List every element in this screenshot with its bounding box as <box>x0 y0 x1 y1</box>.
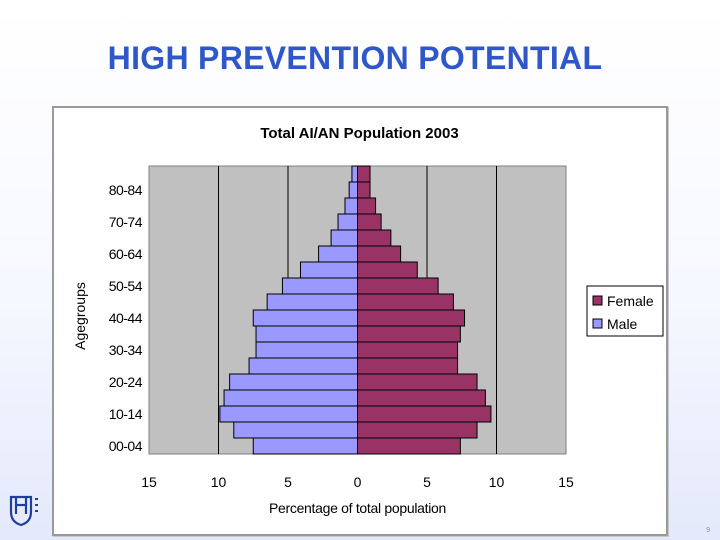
bar-female-50-54 <box>357 277 439 295</box>
y-tick-label-40-44: 40-44 <box>109 310 143 326</box>
bar-male-00-04 <box>252 437 358 455</box>
legend-swatch-male <box>592 318 603 329</box>
y-tick-label-00-04: 00-04 <box>109 438 143 454</box>
slide-title: HIGH PREVENTION POTENTIAL <box>107 40 603 76</box>
bar-female-15-19 <box>357 389 486 407</box>
y-tick-label-10-14: 10-14 <box>109 406 143 422</box>
bar-male-60-64 <box>318 245 358 263</box>
x-tick-label-2: 5 <box>284 474 292 490</box>
bar-female-60-64 <box>357 245 402 263</box>
bar-female-35-39 <box>357 325 461 343</box>
y-tick-label-80-84: 80-84 <box>109 182 143 198</box>
bar-female-70-74 <box>357 213 382 231</box>
bar-male-05-09 <box>233 421 358 439</box>
bar-female-80-84 <box>357 181 371 199</box>
page-number: 9 <box>706 527 710 534</box>
bar-male-85+ <box>351 165 359 183</box>
y-axis-label: Agegroups <box>72 282 88 350</box>
x-tick-label-5: 10 <box>489 474 505 490</box>
x-tick-label-0: 15 <box>141 474 157 490</box>
bar-female-40-44 <box>357 309 466 327</box>
bar-male-15-19 <box>223 389 358 407</box>
y-tick-label-50-54: 50-54 <box>109 278 143 294</box>
legend-label-female: Female <box>607 293 654 309</box>
bar-male-25-29 <box>248 357 358 375</box>
x-tick-label-1: 10 <box>211 474 227 490</box>
bar-female-05-09 <box>357 421 478 439</box>
bar-male-65-69 <box>330 229 358 247</box>
x-tick-label-6: 15 <box>558 474 574 490</box>
bar-female-25-29 <box>357 357 459 375</box>
bar-male-20-24 <box>229 373 358 391</box>
bar-male-50-54 <box>281 277 358 295</box>
bar-female-10-14 <box>357 405 492 423</box>
bar-female-85+ <box>357 165 371 183</box>
bar-male-45-49 <box>266 293 358 311</box>
bar-female-65-69 <box>357 229 392 247</box>
bar-female-30-34 <box>357 341 459 359</box>
legend-swatch-female <box>592 295 603 306</box>
bar-male-70-74 <box>337 213 359 231</box>
x-axis-label: Percentage of total population <box>269 500 446 516</box>
bar-male-40-44 <box>252 309 358 327</box>
bar-female-00-04 <box>357 437 461 455</box>
bar-male-55-59 <box>300 261 358 279</box>
bar-male-30-34 <box>255 341 358 359</box>
y-tick-label-70-74: 70-74 <box>109 214 143 230</box>
population-pyramid-chart: Total AI/AN Population 2003 00-04 10-14 20-… <box>72 125 664 516</box>
bar-male-10-14 <box>219 405 358 423</box>
bar-female-75-79 <box>357 197 377 215</box>
bar-male-80-84 <box>348 181 359 199</box>
y-tick-label-60-64: 60-64 <box>109 246 143 262</box>
bar-female-55-59 <box>357 261 418 279</box>
x-tick-label-4: 5 <box>423 474 431 490</box>
bar-female-20-24 <box>357 373 478 391</box>
chart-frame: Total AI/AN Population 2003 00-04 10-14 20-… <box>52 106 668 536</box>
y-tick-label-20-24: 20-24 <box>109 374 143 390</box>
bar-female-45-49 <box>357 293 454 311</box>
chart-title: Total AI/AN Population 2003 <box>260 125 458 142</box>
y-tick-label-30-34: 30-34 <box>109 342 143 358</box>
university-shield-logo-icon <box>9 495 38 527</box>
x-tick-label-3: 0 <box>354 474 362 490</box>
bar-male-35-39 <box>255 325 358 343</box>
bar-male-75-79 <box>344 197 358 215</box>
legend-label-male: Male <box>607 316 638 332</box>
